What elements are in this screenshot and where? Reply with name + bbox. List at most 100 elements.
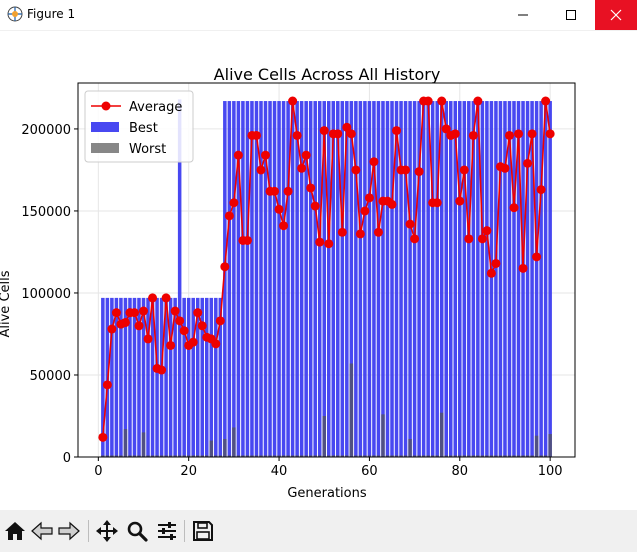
worst-bar bbox=[458, 455, 462, 457]
average-point bbox=[401, 165, 411, 175]
worst-bar bbox=[336, 455, 340, 457]
worst-bar bbox=[322, 415, 327, 457]
worst-bar bbox=[272, 455, 277, 457]
worst-bar bbox=[259, 455, 263, 457]
average-point bbox=[111, 308, 121, 318]
worst-bar bbox=[530, 455, 534, 457]
average-point bbox=[514, 129, 524, 139]
worst-bar bbox=[299, 455, 304, 457]
best-bar bbox=[435, 101, 439, 458]
best-bar bbox=[286, 101, 290, 458]
zoom-button[interactable] bbox=[124, 518, 150, 544]
close-icon bbox=[610, 9, 622, 21]
average-point bbox=[414, 167, 424, 177]
best-bar bbox=[394, 101, 399, 458]
average-point bbox=[233, 150, 243, 160]
average-point bbox=[441, 124, 451, 134]
worst-bar bbox=[435, 455, 439, 457]
worst-bar bbox=[241, 455, 245, 457]
worst-bar bbox=[390, 455, 394, 457]
average-point bbox=[98, 432, 108, 442]
back-button[interactable] bbox=[29, 518, 55, 544]
average-point bbox=[197, 321, 207, 331]
best-bar bbox=[326, 101, 331, 458]
average-point bbox=[486, 268, 496, 278]
worst-bar bbox=[110, 455, 114, 457]
configure-button[interactable] bbox=[154, 518, 180, 544]
average-point bbox=[157, 365, 167, 375]
average-point bbox=[315, 237, 325, 247]
best-bar bbox=[426, 101, 430, 458]
worst-bar bbox=[372, 455, 376, 457]
best-bar bbox=[372, 101, 376, 458]
x-tick-label: 40 bbox=[271, 464, 288, 479]
best-bar bbox=[259, 101, 263, 458]
best-bars bbox=[101, 99, 552, 458]
worst-bar bbox=[123, 429, 128, 457]
save-button[interactable] bbox=[190, 518, 216, 544]
x-tick-label: 20 bbox=[180, 464, 197, 479]
worst-bar bbox=[503, 455, 507, 457]
x-tick-label: 0 bbox=[94, 464, 102, 479]
best-bar bbox=[503, 101, 507, 458]
average-point bbox=[545, 129, 555, 139]
zoom-icon bbox=[127, 521, 148, 542]
worst-bar bbox=[141, 432, 146, 457]
chart-title: Alive Cells Across All History bbox=[214, 65, 441, 84]
home-icon bbox=[5, 522, 25, 540]
best-bar bbox=[417, 101, 421, 458]
worst-bar bbox=[177, 455, 182, 457]
worst-bar bbox=[421, 455, 426, 457]
pan-button[interactable] bbox=[94, 518, 120, 544]
worst-bar bbox=[150, 455, 155, 457]
worst-bar bbox=[290, 455, 295, 457]
average-point bbox=[224, 211, 234, 221]
best-bar bbox=[146, 297, 150, 457]
best-bar bbox=[299, 101, 304, 458]
worst-bar bbox=[512, 455, 516, 457]
average-point bbox=[432, 198, 442, 208]
worst-bar bbox=[476, 455, 480, 457]
legend-best-swatch bbox=[91, 122, 119, 132]
average-point bbox=[364, 193, 374, 203]
average-point bbox=[369, 157, 379, 167]
average-line bbox=[98, 96, 555, 442]
best-bar bbox=[191, 297, 195, 457]
average-point bbox=[473, 96, 483, 106]
best-bar bbox=[272, 101, 277, 458]
worst-bar bbox=[263, 455, 268, 457]
maximize-button[interactable] bbox=[548, 0, 594, 30]
average-point bbox=[102, 380, 112, 390]
x-ticks: 0 20 40 60 80 100 bbox=[94, 457, 563, 479]
forward-button[interactable] bbox=[56, 518, 82, 544]
worst-bar bbox=[128, 455, 132, 457]
best-bar bbox=[516, 101, 521, 458]
best-bar bbox=[150, 297, 155, 457]
best-bar bbox=[155, 297, 159, 457]
minimize-button[interactable] bbox=[500, 0, 546, 30]
best-bar bbox=[245, 101, 250, 458]
worst-bar bbox=[186, 455, 191, 457]
worst-bar bbox=[453, 455, 458, 457]
worst-bar bbox=[227, 455, 232, 457]
best-bar bbox=[543, 101, 548, 458]
home-button[interactable] bbox=[2, 518, 28, 544]
worst-bar bbox=[539, 455, 543, 457]
close-button[interactable] bbox=[595, 0, 637, 30]
worst-bar bbox=[308, 455, 313, 457]
best-bar bbox=[399, 101, 403, 458]
worst-bar bbox=[489, 455, 494, 457]
average-point bbox=[134, 321, 144, 331]
worst-bar bbox=[376, 455, 381, 457]
worst-bar bbox=[159, 455, 164, 457]
best-bar bbox=[489, 101, 494, 458]
forward-icon bbox=[58, 521, 80, 541]
best-bar bbox=[444, 101, 448, 458]
average-point bbox=[251, 130, 261, 140]
average-polyline bbox=[102, 100, 551, 438]
best-bar bbox=[439, 101, 444, 458]
best-bar bbox=[340, 101, 345, 458]
legend-worst-label: Worst bbox=[129, 142, 166, 157]
average-point bbox=[211, 339, 221, 349]
best-bar bbox=[345, 101, 349, 458]
